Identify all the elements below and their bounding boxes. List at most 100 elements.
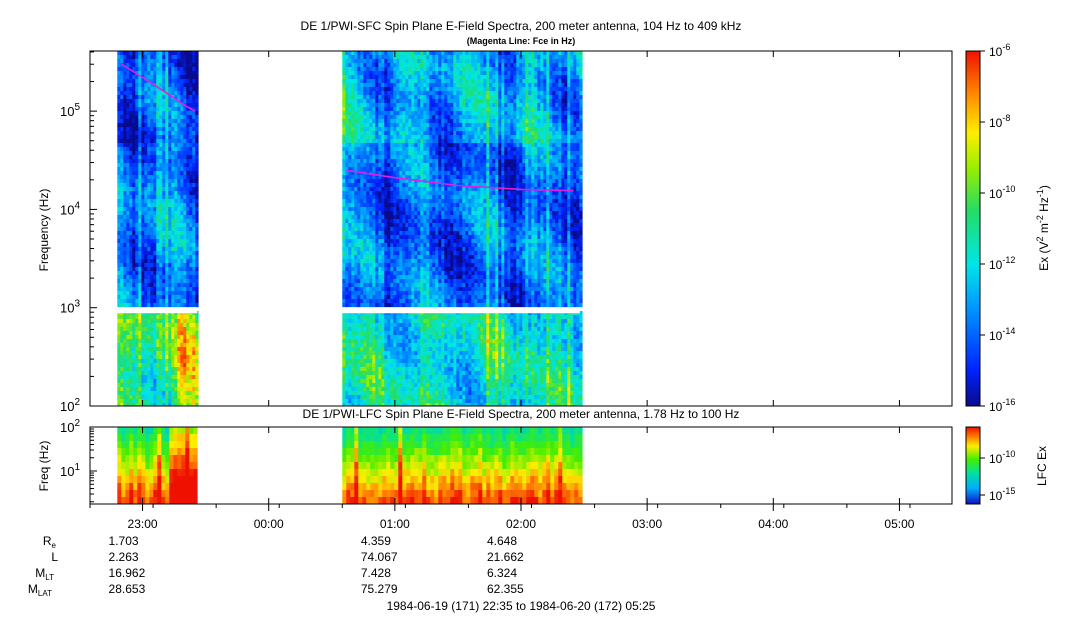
spectrogram-cell [345,79,349,84]
spectrogram-cell [387,219,391,224]
spectrogram-cell [126,283,130,288]
spectrogram-cell [399,163,403,168]
spectrogram-cell [351,239,355,244]
spectrogram-cell [186,107,190,112]
spectrogram-cell [354,67,358,72]
spectrogram-cell [147,171,151,176]
spectrogram-cell [354,331,358,336]
spectrogram-cell [195,223,199,228]
spectrogram-cell [147,203,151,208]
spectrogram-cell [129,351,133,356]
spectrogram-cell [138,171,142,176]
spectrogram-cell [126,123,130,128]
spectrogram-cell [141,123,145,128]
spectrogram-cell [117,195,121,200]
spectrogram-cell [429,287,433,292]
spectrogram-cell [414,115,418,120]
spectrogram-cell [189,375,193,380]
spectrogram-cell [405,287,409,292]
spectrogram-cell [384,95,388,100]
spectrogram-cell [414,263,418,268]
spectrogram-cell [381,87,385,92]
bottom-chart-title: DE 1/PWI-LFC Spin Plane E-Field Spectra,… [303,407,740,421]
spectrogram-cell [420,295,424,300]
spectrogram-cell [150,183,154,188]
spectrogram-cell [159,211,163,216]
spectrogram-cell [414,267,418,272]
spectrogram-cell [126,347,130,352]
spectrogram-cell [384,243,388,248]
spectrogram-cell [408,379,412,384]
spectrogram-cell [189,299,193,304]
spectrogram-cell [342,51,346,56]
spectrogram-cell [366,115,370,120]
spectrogram-cell [168,123,172,128]
spectrogram-cell [384,379,388,384]
spectrogram-cell [171,339,175,344]
spectrogram-cell [402,343,406,348]
spectrogram-cell [138,143,142,148]
spectrogram-cell [387,299,391,304]
spectrogram-cell [414,291,418,296]
spectrogram-cell [168,83,172,88]
spectrogram-cell [420,347,424,352]
spectrogram-cell [129,367,133,372]
spectrogram-cell [363,143,367,148]
spectrogram-cell [357,131,361,136]
spectrogram-cell [375,227,379,232]
spectrogram-cell [195,303,199,308]
spectrogram-cell [384,163,388,168]
spectrogram-cell [411,303,415,308]
spectrogram-cell [369,55,373,60]
spectrogram-cell [147,147,151,152]
spectrogram-cell [369,95,373,100]
spectrogram-cell [174,347,178,352]
spectrogram-cell [135,163,139,168]
spectrogram-cell [396,63,400,68]
spectrogram-cell [351,255,355,260]
spectrogram-cell [408,295,412,300]
spectrogram-cell [195,51,199,56]
spectrogram-cell [153,379,157,384]
spectrogram-cell [384,395,388,400]
spectrogram-cell [126,203,130,208]
spectrogram-cell [411,111,415,116]
spectrogram-cell [180,183,184,188]
spectrogram-cell [393,279,397,284]
spectrogram-cell [414,355,418,360]
spectrogram-cell [120,391,124,396]
spectrogram-cell [195,215,199,220]
spectrogram-cell [162,119,166,124]
spectrogram-cell [180,359,184,364]
spectrogram-cell [372,131,376,136]
spectrogram-cell [375,231,379,236]
spectrogram-cell [129,59,133,64]
spectrogram-cell [411,359,415,364]
spectrogram-cell [345,283,349,288]
spectrogram-cell [381,79,385,84]
spectrogram-cell [126,159,130,164]
spectrogram-cell [381,343,385,348]
spectrogram-cell [420,243,424,248]
spectrogram-cell [405,175,409,180]
spectrogram-cell [372,379,376,384]
spectrogram-cell [348,319,352,324]
spectrogram-cell [351,143,355,148]
spectrogram-cell [120,299,124,304]
spectrogram-cell [174,107,178,112]
spectrogram-cell [147,279,151,284]
spectrogram-cell [144,187,148,192]
spectrogram-cell [189,123,193,128]
spectrogram-cell [345,207,349,212]
spectrogram-cell [378,267,382,272]
spectrogram-cell [348,255,352,260]
spectrogram-cell [348,51,352,56]
spectrogram-cell [414,103,418,108]
spectrogram-cell [369,71,373,76]
spectrogram-cell [345,255,349,260]
top-spectrogram [117,51,583,406]
spectrogram-cell [396,275,400,280]
spectrogram-cell [195,123,199,128]
spectrogram-cell [396,395,400,400]
spectrogram-cell [426,251,430,256]
